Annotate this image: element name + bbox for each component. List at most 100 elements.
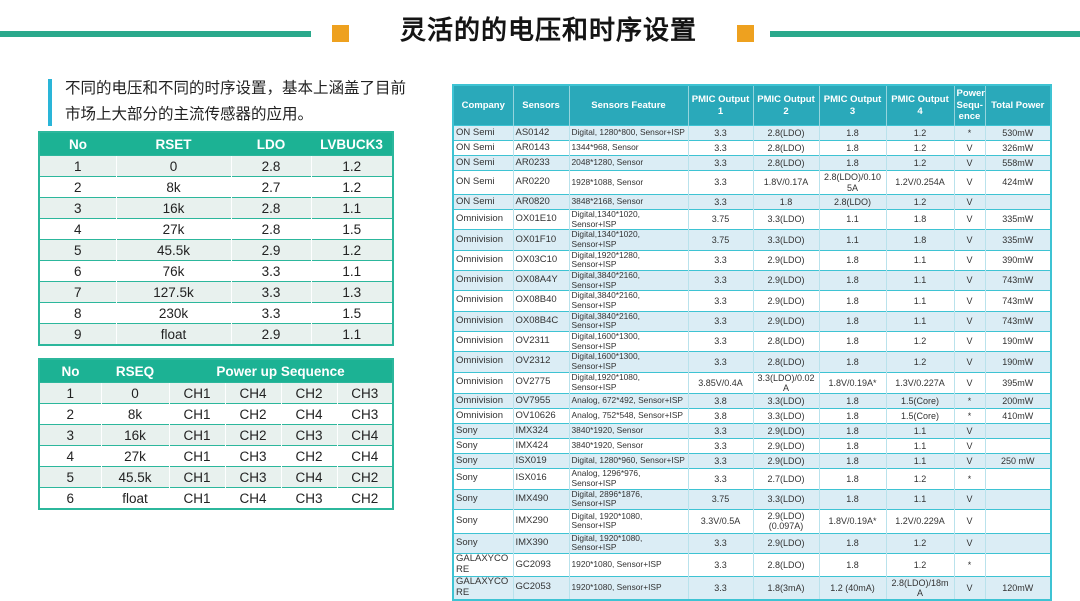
table-cell: 2.8 xyxy=(230,218,311,240)
table-cell: 3.3 xyxy=(687,310,753,332)
table-cell: 3.8 xyxy=(687,408,753,424)
table-cell: 1.8 xyxy=(818,423,886,439)
table-cell: 3 xyxy=(39,197,116,219)
table-cell: 1.8V/0.19A* xyxy=(818,371,886,394)
rseq-table: No RSEQ Power up Sequence 1 0 CH1 CH4 CH2 CH3… xyxy=(38,358,395,510)
table-cell: 3.3 xyxy=(687,468,753,489)
col-header-power-sequence: Power Sequ-ence xyxy=(953,85,985,126)
page-title: 灵活的的电压和时序设置 xyxy=(400,15,698,45)
table-cell: 743mW xyxy=(984,269,1051,291)
table-cell: 2.8(LDO) xyxy=(752,140,819,156)
table-row: Omnivision OX01E10 Digital,1340*1020, Sens… xyxy=(453,208,1051,230)
table-cell: 1.2V/0.254A xyxy=(885,170,954,195)
col-header-no: No xyxy=(39,359,101,383)
table-cell: 3.3 xyxy=(687,330,753,352)
table-row: 6 float CH1 CH4 CH3 CH2 xyxy=(39,487,394,509)
table-cell: 2.8(LDO) xyxy=(752,125,819,141)
table-cell: V xyxy=(953,438,985,454)
table-row: 5 45.5k CH1 CH3 CH4 CH2 xyxy=(39,466,394,488)
table-cell: 1.2 xyxy=(885,553,954,577)
table-cell: 1.1 xyxy=(885,249,954,271)
header-row: Company Sensors Sensors Feature PMIC Out… xyxy=(453,85,1051,126)
table-cell: CH3 xyxy=(336,382,394,404)
table-row: Omnivision OX08A4Y Digital,3840*2160, Sens… xyxy=(453,269,1051,291)
table-cell xyxy=(984,468,1051,489)
table-cell: OX01E10 xyxy=(512,208,569,230)
table-cell: 1.5 xyxy=(310,218,393,240)
table-row: Omnivision OV10626 Analog, 752*548, Sensor… xyxy=(453,408,1051,424)
table-cell: 1.8 xyxy=(818,553,886,577)
table-cell: 2.8(LDO) xyxy=(752,553,819,577)
table-cell: 3.3 xyxy=(687,453,753,469)
table-cell: CH1 xyxy=(168,487,225,509)
table-cell: 0 xyxy=(115,155,231,177)
table-cell: 1920*1080, Sensor+ISP xyxy=(568,553,688,577)
table-cell: ON Semi xyxy=(453,140,513,156)
table-cell: 3.3 xyxy=(687,423,753,439)
table-cell: 1.8 xyxy=(818,290,886,312)
table-cell: Omnivision xyxy=(453,371,513,394)
table-cell: 27k xyxy=(115,218,231,240)
rseq-table-body: 1 0 CH1 CH4 CH2 CH3 2 8k CH1 CH2 CH4 CH3 3 16k CH1 CH2 C… xyxy=(39,382,394,509)
table-cell: Digital,3840*2160, Sensor+ISP xyxy=(568,290,688,312)
table-cell: 1.8 xyxy=(818,453,886,469)
table-cell: 2.9(LDO) (0.097A) xyxy=(752,508,819,534)
col-header-power-up-sequence: Power up Sequence xyxy=(169,359,394,383)
table-cell xyxy=(984,423,1051,439)
table-row: 7 127.5k 3.3 1.3 xyxy=(39,281,393,303)
table-cell: 120mW xyxy=(984,575,1051,600)
table-cell: 1.1 xyxy=(885,453,954,469)
table-cell: 530mW xyxy=(984,125,1051,141)
table-cell: * xyxy=(953,468,985,489)
table-cell: 3.3 xyxy=(230,281,311,303)
sensor-table-body: ON Semi AS0142 Digital, 1280*800, Sensor+I… xyxy=(453,125,1051,600)
col-header-sensors: Sensors xyxy=(512,85,569,126)
table-cell: Digital, 1280*800, Sensor+ISP xyxy=(568,125,688,141)
table-cell: 1.2 (40mA) xyxy=(818,575,886,600)
col-header-no: No xyxy=(39,132,116,156)
table-cell: 9 xyxy=(39,323,116,345)
table-cell: 2.8(LDO) xyxy=(752,155,819,171)
table-row: Omnivision OX08B40 Digital,3840*2160, Sens… xyxy=(453,290,1051,312)
table-cell: 3 xyxy=(39,424,101,446)
table-cell: V xyxy=(953,532,985,554)
table-cell: 1.8(3mA) xyxy=(752,575,819,600)
table-cell: 3.3 xyxy=(687,575,753,600)
table-row: Omnivision OV2312 Digital,1600*1300, Senso… xyxy=(453,351,1051,372)
rset-table: No RSET LDO LVBUCK3 1 0 2.8 1.2 2 8k 2.7 1.2 3 16… xyxy=(38,131,394,346)
table-cell: OV2312 xyxy=(512,351,569,372)
table-cell: 16k xyxy=(100,424,169,446)
table-cell: 1344*968, Sensor xyxy=(568,140,688,156)
table-cell: Omnivision xyxy=(453,408,513,424)
sensor-table: Company Sensors Sensors Feature PMIC Out… xyxy=(452,84,1052,601)
table-cell: Sony xyxy=(453,423,513,439)
table-cell: 45.5k xyxy=(115,239,231,261)
table-row: ON Semi AR0143 1344*968, Sensor 3.3 2.8(LDO)… xyxy=(453,140,1051,156)
table-cell: 1.8 xyxy=(818,393,886,409)
table-cell: 3.3 xyxy=(687,438,753,454)
table-cell: 1.2 xyxy=(310,155,393,177)
table-cell: 1.8 xyxy=(818,269,886,291)
table-cell: 1 xyxy=(39,382,101,404)
col-header-pmic-output-1: PMIC Output 1 xyxy=(687,85,753,126)
table-cell: 3.3(LDO) xyxy=(752,393,819,409)
table-cell xyxy=(984,532,1051,554)
intro-text: 不同的电压和不同的时序设置，基本上涵盖了目前 市场上大部分的主流传感器的应用。 xyxy=(65,76,406,128)
table-cell: CH2 xyxy=(336,487,394,509)
table-cell: 1.5(Core) xyxy=(885,393,954,409)
table-cell: 6 xyxy=(39,487,101,509)
rset-table-header: No RSET LDO LVBUCK3 xyxy=(39,132,393,156)
table-cell: 1.8 xyxy=(752,194,819,210)
table-cell: 1 xyxy=(39,155,116,177)
table-cell: CH1 xyxy=(168,445,225,467)
table-cell: 5 xyxy=(39,239,116,261)
table-cell: AR0143 xyxy=(512,140,569,156)
table-cell: OX08B4C xyxy=(512,310,569,332)
table-cell: 2.9(LDO) xyxy=(752,453,819,469)
table-cell: OV2311 xyxy=(512,330,569,352)
table-cell: 1.5 xyxy=(310,302,393,324)
table-cell: 45.5k xyxy=(100,466,169,488)
col-header-pmic-output-3: PMIC Output 3 xyxy=(818,85,886,126)
table-cell: 743mW xyxy=(984,290,1051,312)
table-cell: Digital,1920*1080, Sensor+ISP xyxy=(568,371,688,394)
